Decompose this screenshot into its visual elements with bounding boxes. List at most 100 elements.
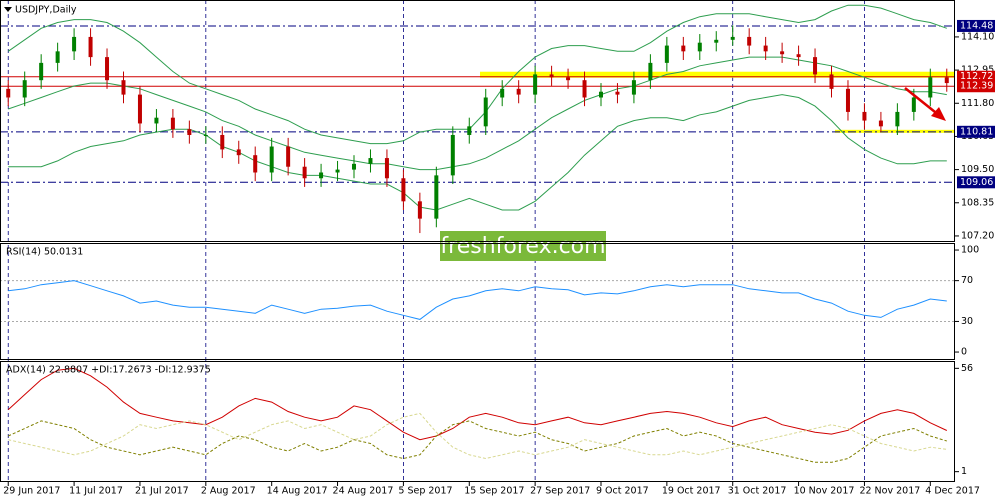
candle-body bbox=[105, 57, 110, 81]
candle-body bbox=[335, 169, 340, 173]
y-tick-label: 109.50 bbox=[961, 164, 994, 175]
candle-body bbox=[631, 80, 636, 95]
level-label: 112.72 bbox=[960, 71, 993, 82]
candle-body bbox=[615, 91, 620, 95]
level-tag bbox=[957, 176, 995, 189]
watermark: freshforex.com bbox=[440, 234, 605, 259]
x-tick-label: 31 Oct 2017 bbox=[728, 486, 787, 497]
zone-highlight bbox=[480, 71, 955, 78]
candle-body bbox=[796, 54, 801, 58]
candle-body bbox=[533, 74, 538, 95]
candle-body bbox=[911, 97, 916, 112]
candle-body bbox=[187, 129, 192, 135]
candle-body bbox=[697, 42, 702, 52]
candle-body bbox=[434, 175, 439, 219]
candle-body bbox=[813, 57, 818, 75]
x-tick-label: 2 Aug 2017 bbox=[201, 486, 256, 497]
y-tick-label: 0 bbox=[961, 347, 967, 358]
candle-body bbox=[22, 80, 27, 98]
level-label: 114.48 bbox=[960, 20, 993, 31]
candle-body bbox=[895, 111, 900, 127]
rsi-title: RSI(14) 50.0131 bbox=[6, 247, 83, 258]
candle-body bbox=[681, 45, 686, 52]
x-tick-label: 14 Aug 2017 bbox=[267, 486, 328, 497]
candle-body bbox=[368, 158, 373, 164]
adx-title: ADX(14) 22.8807 +DI:17.2673 -DI:12.9375 bbox=[6, 365, 211, 376]
line-series bbox=[7, 420, 947, 463]
candle-body bbox=[730, 36, 735, 40]
grid-layer bbox=[0, 0, 955, 482]
level-label: 109.06 bbox=[960, 177, 993, 188]
candle-body bbox=[352, 163, 357, 170]
candle-body bbox=[763, 45, 768, 52]
candle-body bbox=[845, 88, 850, 112]
level-tag bbox=[957, 125, 995, 138]
candle-body bbox=[401, 178, 406, 202]
y-tick-label: 112.95 bbox=[961, 65, 994, 76]
x-tick-label: 24 Aug 2017 bbox=[333, 486, 394, 497]
candle-body bbox=[319, 172, 324, 179]
arrow-head bbox=[931, 107, 946, 121]
panel-frame bbox=[0, 243, 955, 360]
line-series bbox=[8, 280, 947, 320]
chart-title: USDJPY,Daily bbox=[15, 5, 77, 16]
x-tick-label: 29 Jun 2017 bbox=[3, 486, 60, 497]
y-tick-label: 70 bbox=[961, 275, 973, 286]
candle-body bbox=[121, 80, 126, 95]
candle-body bbox=[862, 111, 867, 121]
candle-body bbox=[500, 88, 505, 98]
candle-body bbox=[878, 120, 883, 127]
candle-body bbox=[88, 36, 93, 58]
x-tick-label: 11 Jul 2017 bbox=[69, 486, 123, 497]
line-series bbox=[7, 367, 948, 441]
candle-body bbox=[664, 45, 669, 63]
x-tick-label: 21 Jul 2017 bbox=[135, 486, 189, 497]
y-tick-label: 30 bbox=[961, 316, 973, 327]
candle-body bbox=[39, 62, 44, 81]
y-tick-label: 56 bbox=[961, 363, 973, 374]
marks-layer bbox=[6, 4, 949, 463]
candle-body bbox=[450, 134, 455, 176]
y-tick-label: 100 bbox=[961, 245, 979, 256]
candle-body bbox=[72, 36, 77, 52]
candle-body bbox=[829, 74, 834, 89]
candle-body bbox=[6, 88, 11, 98]
x-tick-label: 4 Dec 2017 bbox=[925, 486, 980, 497]
candle-body bbox=[714, 39, 719, 43]
level-label: 110.81 bbox=[960, 126, 993, 137]
candle-body bbox=[582, 80, 587, 98]
line-series bbox=[8, 412, 947, 460]
candle-body bbox=[467, 126, 472, 135]
y-tick-label: 108.35 bbox=[961, 197, 994, 208]
candle-body bbox=[483, 97, 488, 127]
level-tag bbox=[957, 19, 995, 32]
x-tick-label: 15 Sep 2017 bbox=[464, 486, 524, 497]
candle-body bbox=[236, 149, 241, 156]
level-tag bbox=[957, 80, 995, 93]
candle-body bbox=[170, 117, 175, 130]
candle-body bbox=[928, 77, 933, 98]
band-line bbox=[8, 94, 947, 211]
candle-body bbox=[598, 91, 603, 98]
y-tick-label: 114.10 bbox=[961, 31, 994, 42]
candle-body bbox=[516, 88, 521, 95]
panel-frame bbox=[0, 0, 955, 242]
candle-body bbox=[780, 51, 785, 55]
band-line bbox=[7, 4, 947, 145]
candle-body bbox=[417, 201, 422, 219]
level-tag bbox=[957, 70, 995, 83]
candle-body bbox=[648, 62, 653, 81]
candle-body bbox=[944, 77, 949, 84]
candle-body bbox=[384, 158, 389, 179]
arrow-shaft bbox=[904, 87, 941, 117]
x-tick-label: 19 Oct 2017 bbox=[662, 486, 721, 497]
candle-body bbox=[220, 134, 225, 150]
level-label: 112.39 bbox=[960, 81, 993, 92]
candle-body bbox=[203, 134, 208, 136]
band-line bbox=[8, 56, 947, 171]
candle-body bbox=[747, 36, 752, 46]
y-tick-label: 111.80 bbox=[961, 98, 994, 109]
